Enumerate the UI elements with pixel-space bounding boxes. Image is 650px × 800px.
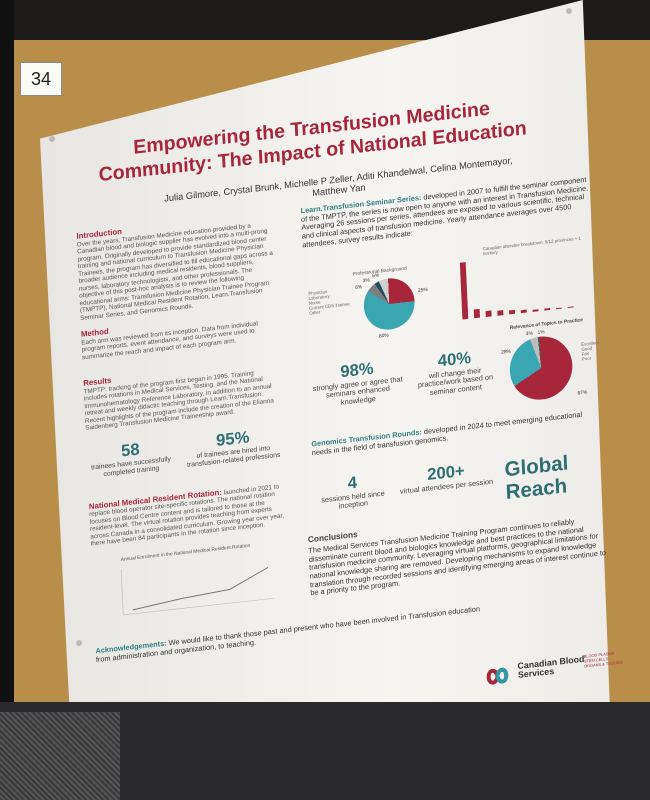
pie-label: 6%: [372, 272, 380, 280]
prof-bg-title: Professional Background: [352, 265, 407, 278]
province-bar: [509, 310, 516, 315]
relevance-title: Relevance of Topics to Practice: [509, 317, 584, 332]
stat-attendees: 200+ virtual attendees per session: [397, 458, 496, 496]
pin-icon: [566, 8, 572, 14]
pie-label: 1%: [537, 329, 545, 336]
stat-trainees: 58 trainees have successfully completed …: [86, 436, 175, 481]
pie-label: 6%: [355, 284, 363, 291]
pie-label: 28%: [501, 348, 512, 356]
logo-tagline: BLOOD PLASMA STEM CELLS ORGANS & TISSUES: [583, 650, 623, 669]
stat-change: 40% will change their practice/work base…: [405, 345, 505, 400]
rotation-line-chart: [120, 567, 275, 616]
province-bar: [532, 309, 539, 312]
province-bar: [497, 309, 504, 316]
pin-icon: [49, 136, 55, 142]
canadian-blood-services-logo: Canadian Blood Services BLOOD PLASMA STE…: [478, 645, 626, 700]
province-bar: [459, 262, 469, 320]
province-bar: [473, 308, 480, 319]
rotation-line: [132, 567, 269, 611]
province-bar: [520, 309, 527, 314]
stat-enhanced: 98% strongly agree or agree that seminar…: [308, 355, 408, 410]
logo-infinity-icon: [486, 667, 509, 685]
professional-background-pie: [362, 275, 416, 333]
left-frame: [0, 0, 14, 800]
province-bar: [485, 310, 492, 317]
province-bar: [555, 307, 562, 310]
genomics-section: Genomics Transfusion Rounds: developed i…: [311, 408, 604, 457]
genomics-text: developed in 2024 to meet emerging educa…: [311, 409, 583, 457]
pie-label: 25%: [417, 286, 428, 294]
logo-name: Canadian Blood Services: [517, 653, 585, 680]
rotation-chart-axis: [123, 597, 275, 616]
province-bar: [544, 308, 551, 311]
rotation-section: National Medical Resident Rotation: laun…: [89, 481, 286, 548]
rotation-chart-axis: [120, 569, 124, 615]
board-number-tag: 34: [20, 62, 62, 96]
poster-content: Empowering the Transfusion Medicine Comm…: [62, 71, 650, 743]
stat-sessions: 4 sessions held since inception: [313, 469, 393, 514]
legend-item: Poor: [581, 355, 592, 362]
global-reach: Global Reach: [504, 451, 569, 504]
pie-label: 3%: [362, 277, 370, 285]
pin-icon: [76, 640, 82, 646]
results-text: TMPTP: tracking of the program first beg…: [83, 370, 274, 433]
province-bar-chart: [459, 247, 589, 320]
stat-hired: 95% of trainees are hired into transfusi…: [184, 424, 283, 470]
pie-label: 4%: [525, 330, 534, 338]
pie-label: 67%: [577, 389, 588, 397]
cloth-texture: [0, 712, 120, 800]
prof-bg-legend: Physician Laboratory Nurse Current CBS T…: [308, 287, 350, 316]
relevance-legend: Excellent Good Fair Poor: [581, 340, 600, 362]
poster: Empowering the Transfusion Medicine Comm…: [40, 0, 630, 770]
pie-label: 60%: [378, 332, 389, 340]
conclusions-text: The Medical Services Transfusion Medicin…: [308, 517, 607, 598]
relevance-pie: [508, 333, 574, 403]
method-text: Each arm was reviewed from its inception…: [81, 320, 258, 362]
province-bar: [567, 306, 574, 309]
